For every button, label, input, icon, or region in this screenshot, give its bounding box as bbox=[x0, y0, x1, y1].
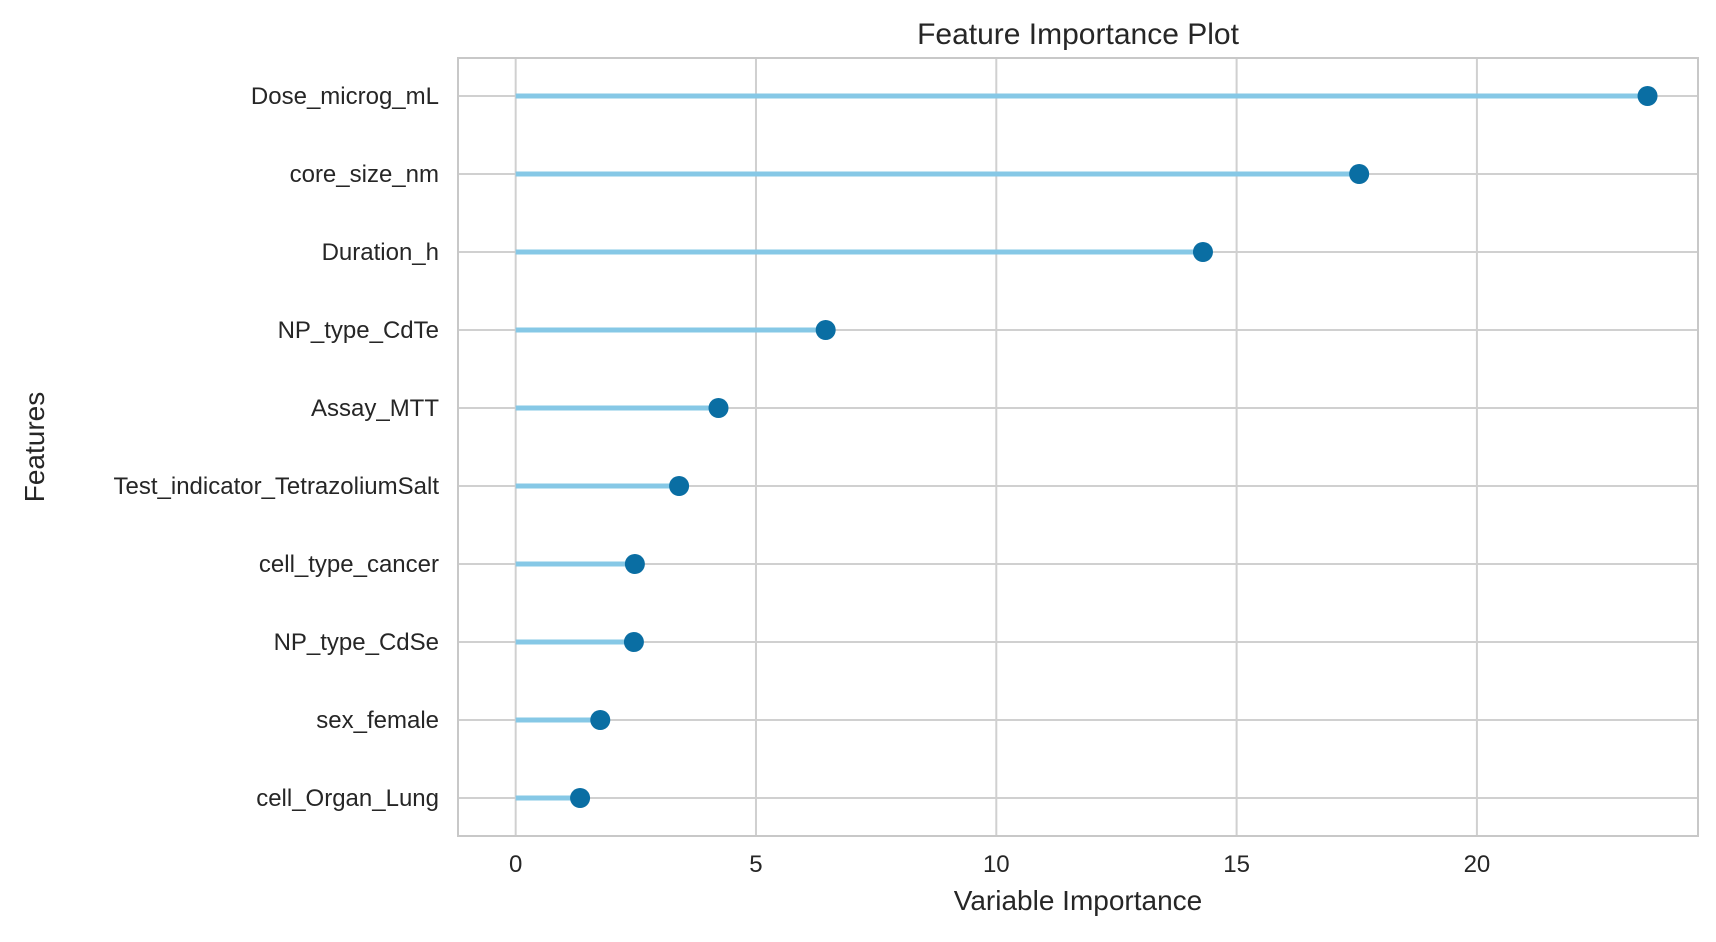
y-tick-label: Test_indicator_TetrazoliumSalt bbox=[114, 473, 440, 500]
x-tick-label: 5 bbox=[749, 851, 762, 878]
plot-frame bbox=[457, 57, 1699, 837]
chart-title: Feature Importance Plot bbox=[917, 18, 1239, 51]
lollipop-marker bbox=[1192, 242, 1213, 262]
x-tick-label: 0 bbox=[509, 851, 522, 878]
lollipop-marker bbox=[708, 398, 729, 418]
lollipop-marker bbox=[590, 710, 611, 730]
y-axis-label: Features bbox=[19, 392, 50, 503]
x-tick-label: 10 bbox=[983, 851, 1010, 878]
y-tick-label: cell_type_cancer bbox=[259, 551, 439, 578]
stem-layer bbox=[515, 93, 1648, 801]
y-tick-label: Dose_microg_mL bbox=[251, 83, 439, 110]
y-tick-label: Duration_h bbox=[322, 239, 439, 266]
lollipop-marker bbox=[623, 632, 644, 652]
y-tick-label: cell_Organ_Lung bbox=[256, 785, 439, 812]
marker-layer bbox=[570, 86, 1658, 808]
lollipop-marker bbox=[1349, 164, 1370, 184]
lollipop-marker bbox=[669, 476, 690, 496]
x-axis-label: Variable Importance bbox=[954, 885, 1203, 916]
y-tick-label: Assay_MTT bbox=[311, 395, 439, 422]
y-tick-label: NP_type_CdTe bbox=[278, 317, 439, 344]
lollipop-marker bbox=[815, 320, 836, 340]
y-tick-label: core_size_nm bbox=[290, 161, 439, 188]
lollipop-marker bbox=[1637, 86, 1658, 106]
x-tick-label: 15 bbox=[1223, 851, 1250, 878]
x-tick-label: 20 bbox=[1464, 851, 1491, 878]
y-tick-label: NP_type_CdSe bbox=[274, 629, 439, 656]
lollipop-marker bbox=[624, 554, 645, 574]
y-tick-label: sex_female bbox=[316, 707, 439, 734]
lollipop-marker bbox=[570, 788, 591, 808]
y-tick-labels: Dose_microg_mL core_size_nm Duration_h NP_t… bbox=[114, 83, 440, 812]
x-tick-labels: 0 5 10 15 20 bbox=[509, 851, 1490, 878]
